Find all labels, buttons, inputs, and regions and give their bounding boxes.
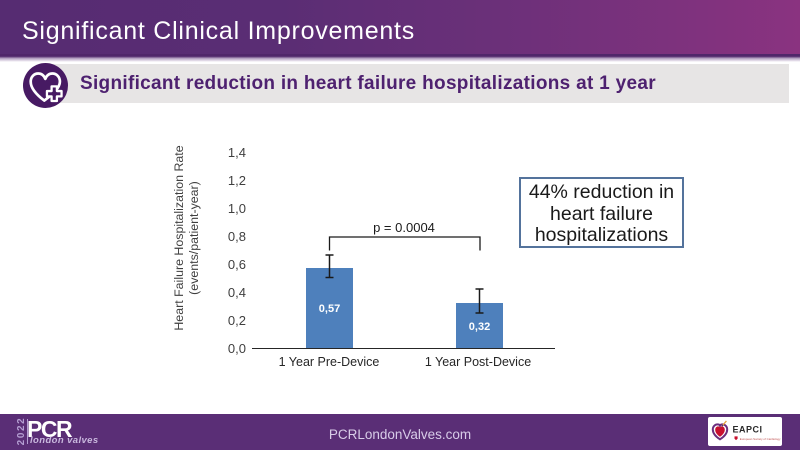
svg-text:EAPCI: EAPCI [733, 424, 763, 434]
svg-text:European Society of Cardiology: European Society of Cardiology [740, 437, 781, 441]
